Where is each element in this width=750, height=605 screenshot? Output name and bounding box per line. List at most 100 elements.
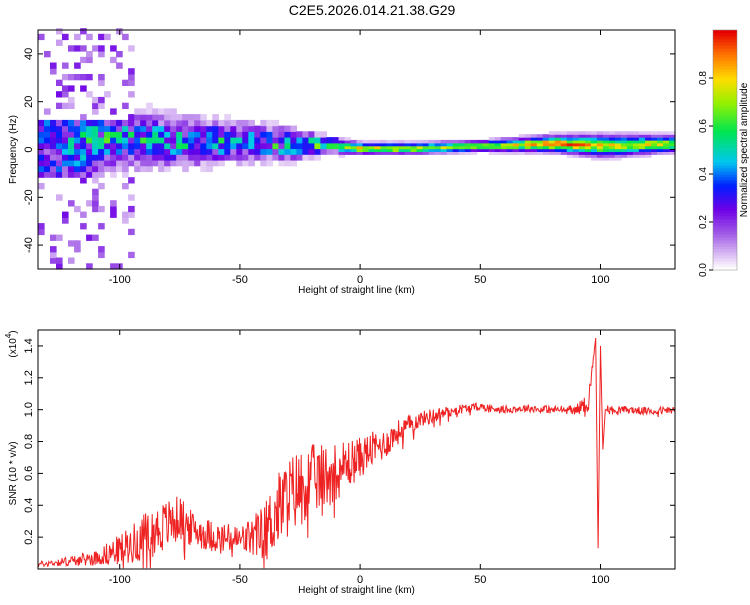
colorbar-swatch <box>713 30 737 34</box>
spectrogram-cell <box>68 74 75 81</box>
spectrogram-cell <box>50 246 57 253</box>
spectrogram-cell <box>657 139 664 144</box>
spectrogram-cell <box>128 251 135 259</box>
spectrogram-cell <box>218 160 225 167</box>
spectrogram-cell <box>344 151 352 155</box>
spectrogram-cell <box>98 154 105 161</box>
spectrogram-cell <box>122 211 129 218</box>
spectrogram-cell <box>332 137 340 144</box>
spectrogram-cell <box>584 137 592 141</box>
spectrogram-cell <box>266 119 273 127</box>
spectrogram-cell <box>614 139 622 144</box>
spectrogram-cell <box>410 142 418 147</box>
spectrogram-cell <box>62 74 69 81</box>
colorbar-tick-label: 0.0 <box>698 263 709 277</box>
spectrogram-cell <box>122 79 129 86</box>
spectrogram-cell <box>92 96 99 104</box>
colorbar-gradient <box>713 30 737 271</box>
spectrogram-cell <box>464 142 472 147</box>
spectrogram-cell <box>230 154 237 161</box>
spectrogram-cell <box>116 125 123 132</box>
colorbar-swatch <box>713 207 737 211</box>
spectrogram-cell <box>626 142 634 147</box>
spectrogram-cell <box>266 125 273 132</box>
spectrogram-cell <box>74 148 81 155</box>
spec-x-axis-label: Height of straight line (km) <box>298 285 415 296</box>
spectrogram-cell <box>506 145 514 150</box>
spectrogram-cell <box>416 151 424 155</box>
spectrogram-cell <box>620 145 628 150</box>
spectrogram-cell <box>380 142 388 147</box>
spectrogram-cell <box>572 137 580 141</box>
spectrogram-cell <box>386 142 394 147</box>
spectrogram-cell <box>146 125 153 132</box>
colorbar-swatch <box>713 204 737 208</box>
spectrogram-cell <box>224 125 231 132</box>
spectrogram-cell <box>224 154 231 161</box>
spectrogram-cell <box>350 142 358 147</box>
spectrogram-cell <box>518 148 526 152</box>
spectrogram-cell <box>596 148 604 152</box>
spectrogram-cell <box>92 142 99 150</box>
spectrogram-cell <box>146 119 153 127</box>
colorbar-swatch <box>713 93 737 97</box>
spectrogram-cell <box>590 142 598 147</box>
colorbar-swatch <box>713 198 737 202</box>
spectrogram-cell <box>182 137 189 144</box>
spectrogram-cell <box>272 125 279 132</box>
spectrogram-cell <box>254 142 261 150</box>
spectrogram-cell <box>98 165 105 173</box>
spectrogram-cell <box>38 183 45 190</box>
colorbar-swatch <box>713 183 737 187</box>
spectrogram-cell <box>92 108 99 115</box>
spectrogram-cell <box>104 119 111 127</box>
spectrogram-cell <box>92 160 99 167</box>
spectrogram-cell <box>314 154 321 161</box>
spectrogram-cell <box>86 165 93 173</box>
spectrogram-cell <box>74 142 81 150</box>
spectrogram-cell <box>80 160 87 167</box>
spectrogram-cell <box>44 154 51 161</box>
spectrogram-cell <box>584 142 592 147</box>
colorbar-swatch <box>713 237 737 241</box>
spectrogram-cell <box>332 148 340 155</box>
spectrogram-cell <box>638 134 646 138</box>
spectrogram-cell <box>200 154 207 161</box>
spectrogram-cell <box>50 251 57 259</box>
spectrogram-cell <box>602 145 610 150</box>
spectrogram-cell <box>188 119 195 127</box>
spectrogram-cell <box>164 114 171 121</box>
spectrogram-cell <box>380 151 388 155</box>
spectrogram-cell <box>422 145 430 150</box>
spectrogram-cell <box>554 139 562 144</box>
spectrogram-cell <box>104 160 111 167</box>
spectrogram-cell <box>74 171 81 178</box>
spectrogram-cell <box>194 148 201 155</box>
spectrogram-cell <box>578 154 586 158</box>
spectrogram-cell <box>548 145 556 150</box>
spectrogram-cell <box>602 151 610 155</box>
spectrogram-cell <box>536 134 544 138</box>
spectrogram-cell <box>645 139 652 144</box>
spectrogram-cell <box>560 145 568 150</box>
spectrogram-cell <box>338 145 346 150</box>
spectrogram-cell <box>230 142 237 150</box>
spec-y-axis-label: Frequency (Hz) <box>8 115 19 184</box>
spectrogram-cell <box>524 145 532 150</box>
spectrogram-cell <box>134 119 141 127</box>
spectrogram-cell <box>260 119 267 127</box>
spectrogram-cell <box>554 137 562 141</box>
colorbar-label: Normalized spectral amplitude <box>739 82 750 217</box>
spectrogram-cell <box>632 134 640 138</box>
spectrogram-cell <box>290 125 297 132</box>
spectrogram-cell <box>80 114 87 121</box>
spectrogram-cell <box>80 137 87 144</box>
spectrogram-cell <box>44 171 51 178</box>
spectrogram-cell <box>446 142 454 147</box>
spectrogram-cell <box>80 85 87 92</box>
spectrogram-cell <box>122 33 129 41</box>
spectrogram-cell <box>278 148 285 155</box>
spectrogram-cell <box>38 165 45 173</box>
spectrogram-cell <box>428 148 436 152</box>
spectrogram-cell <box>566 137 574 141</box>
